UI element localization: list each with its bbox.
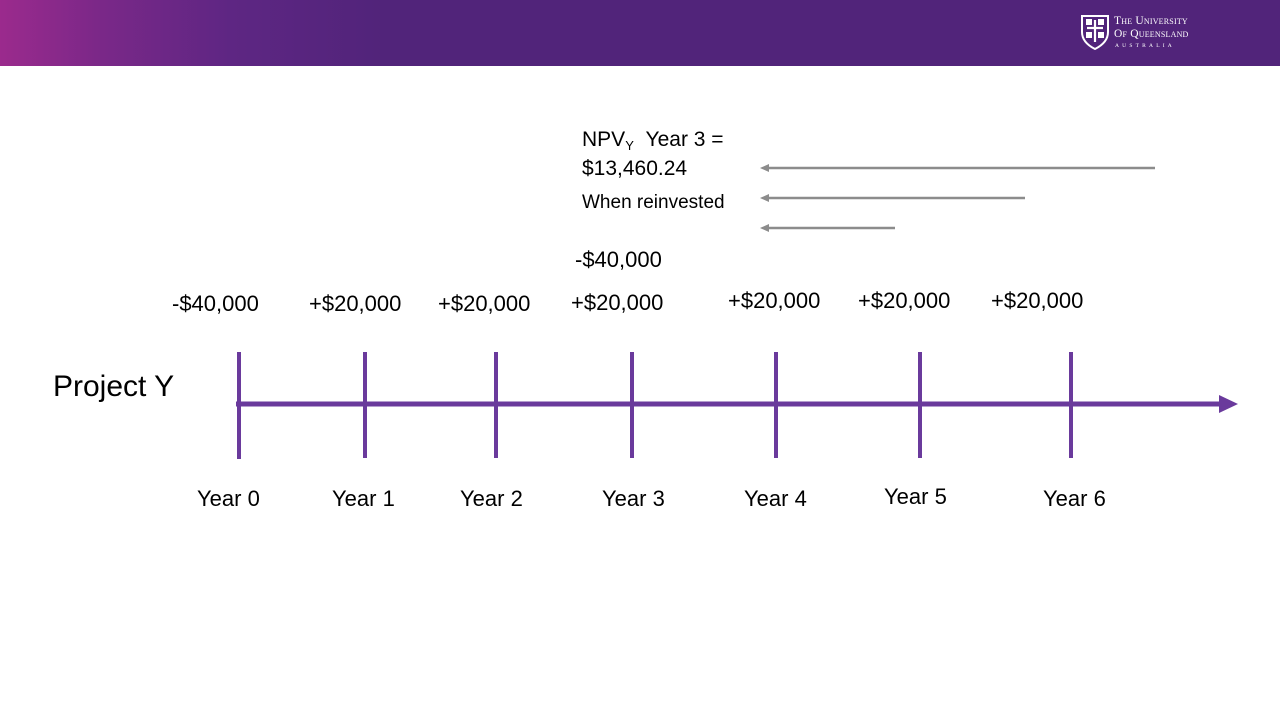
year-label-6: Year 6 <box>1043 486 1106 511</box>
year-label-1: Year 1 <box>332 486 395 511</box>
logo-line-3: AUSTRALIA <box>1115 43 1175 49</box>
npv-subscript: Y <box>625 138 634 153</box>
cashflow-year-6: +$20,000 <box>991 288 1084 313</box>
cashflow-year-3: +$20,000 <box>571 290 664 315</box>
npv-year: Year 3 = <box>645 128 724 151</box>
year-label-0: Year 0 <box>197 486 260 511</box>
project-label: Project Y <box>53 370 175 403</box>
logo-text: The University Of Queensland AUSTRALIA <box>1114 15 1189 53</box>
year-label-3: Year 3 <box>602 486 665 511</box>
npv-value: $13,460.24 <box>582 157 688 180</box>
reinvest-note: When reinvested <box>582 192 725 213</box>
header-band: The University Of Queensland AUSTRALIA <box>0 0 1280 66</box>
year-label-4: Year 4 <box>744 486 807 511</box>
university-logo: The University Of Queensland AUSTRALIA <box>1080 14 1220 54</box>
year-label-5: Year 5 <box>884 484 947 509</box>
reinvest-arrowhead-year6 <box>760 164 769 172</box>
npv-heading: NPVY Year 3 = <box>582 129 724 152</box>
logo-line-2: Of Queensland <box>1114 28 1189 40</box>
reinvest-arrowhead-year4 <box>760 224 769 232</box>
reinvest-arrowhead-year5 <box>760 194 769 202</box>
extra-cashflow-year-3: -$40,000 <box>575 247 662 272</box>
cashflow-year-4: +$20,000 <box>728 288 821 313</box>
crest-icon <box>1081 15 1109 50</box>
npv-label: NPV <box>582 128 626 151</box>
timeline-arrowhead <box>1219 395 1238 413</box>
cashflow-year-0: -$40,000 <box>172 291 259 316</box>
year-label-2: Year 2 <box>460 486 523 511</box>
reinvestment-arrows <box>760 164 1155 232</box>
cashflow-year-5: +$20,000 <box>858 288 951 313</box>
cashflow-year-2: +$20,000 <box>438 291 531 316</box>
cashflow-year-1: +$20,000 <box>309 291 402 316</box>
logo-line-1: The University <box>1114 15 1188 27</box>
